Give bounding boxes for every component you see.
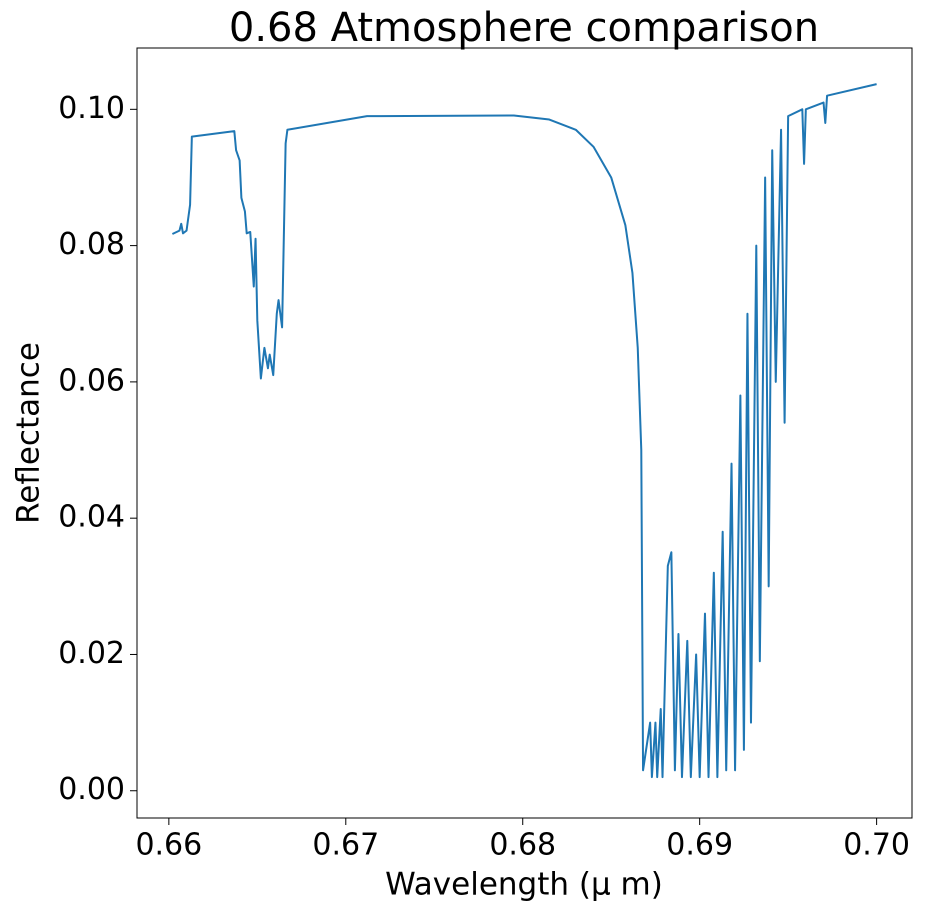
plot-frame <box>136 47 913 819</box>
y-tick-label: 0.04 <box>58 500 125 535</box>
y-tick-label: 0.06 <box>58 363 125 398</box>
y-tick-label: 0.00 <box>58 772 125 807</box>
y-tick-label: 0.10 <box>58 91 125 126</box>
y-tick-label: 0.02 <box>58 636 125 671</box>
y-axis-label: Reflectance <box>11 342 47 524</box>
x-tick-label: 0.69 <box>666 828 733 863</box>
chart-title: 0.68 Atmosphere comparison <box>229 5 819 51</box>
x-axis-label: Wavelength (μ m) <box>385 867 663 903</box>
x-tick-label: 0.66 <box>135 828 202 863</box>
y-tick-label: 0.08 <box>58 227 125 262</box>
data-line <box>171 83 877 779</box>
x-tick-label: 0.68 <box>489 828 556 863</box>
x-tick-label: 0.67 <box>312 828 379 863</box>
x-tick-label: 0.70 <box>843 828 910 863</box>
